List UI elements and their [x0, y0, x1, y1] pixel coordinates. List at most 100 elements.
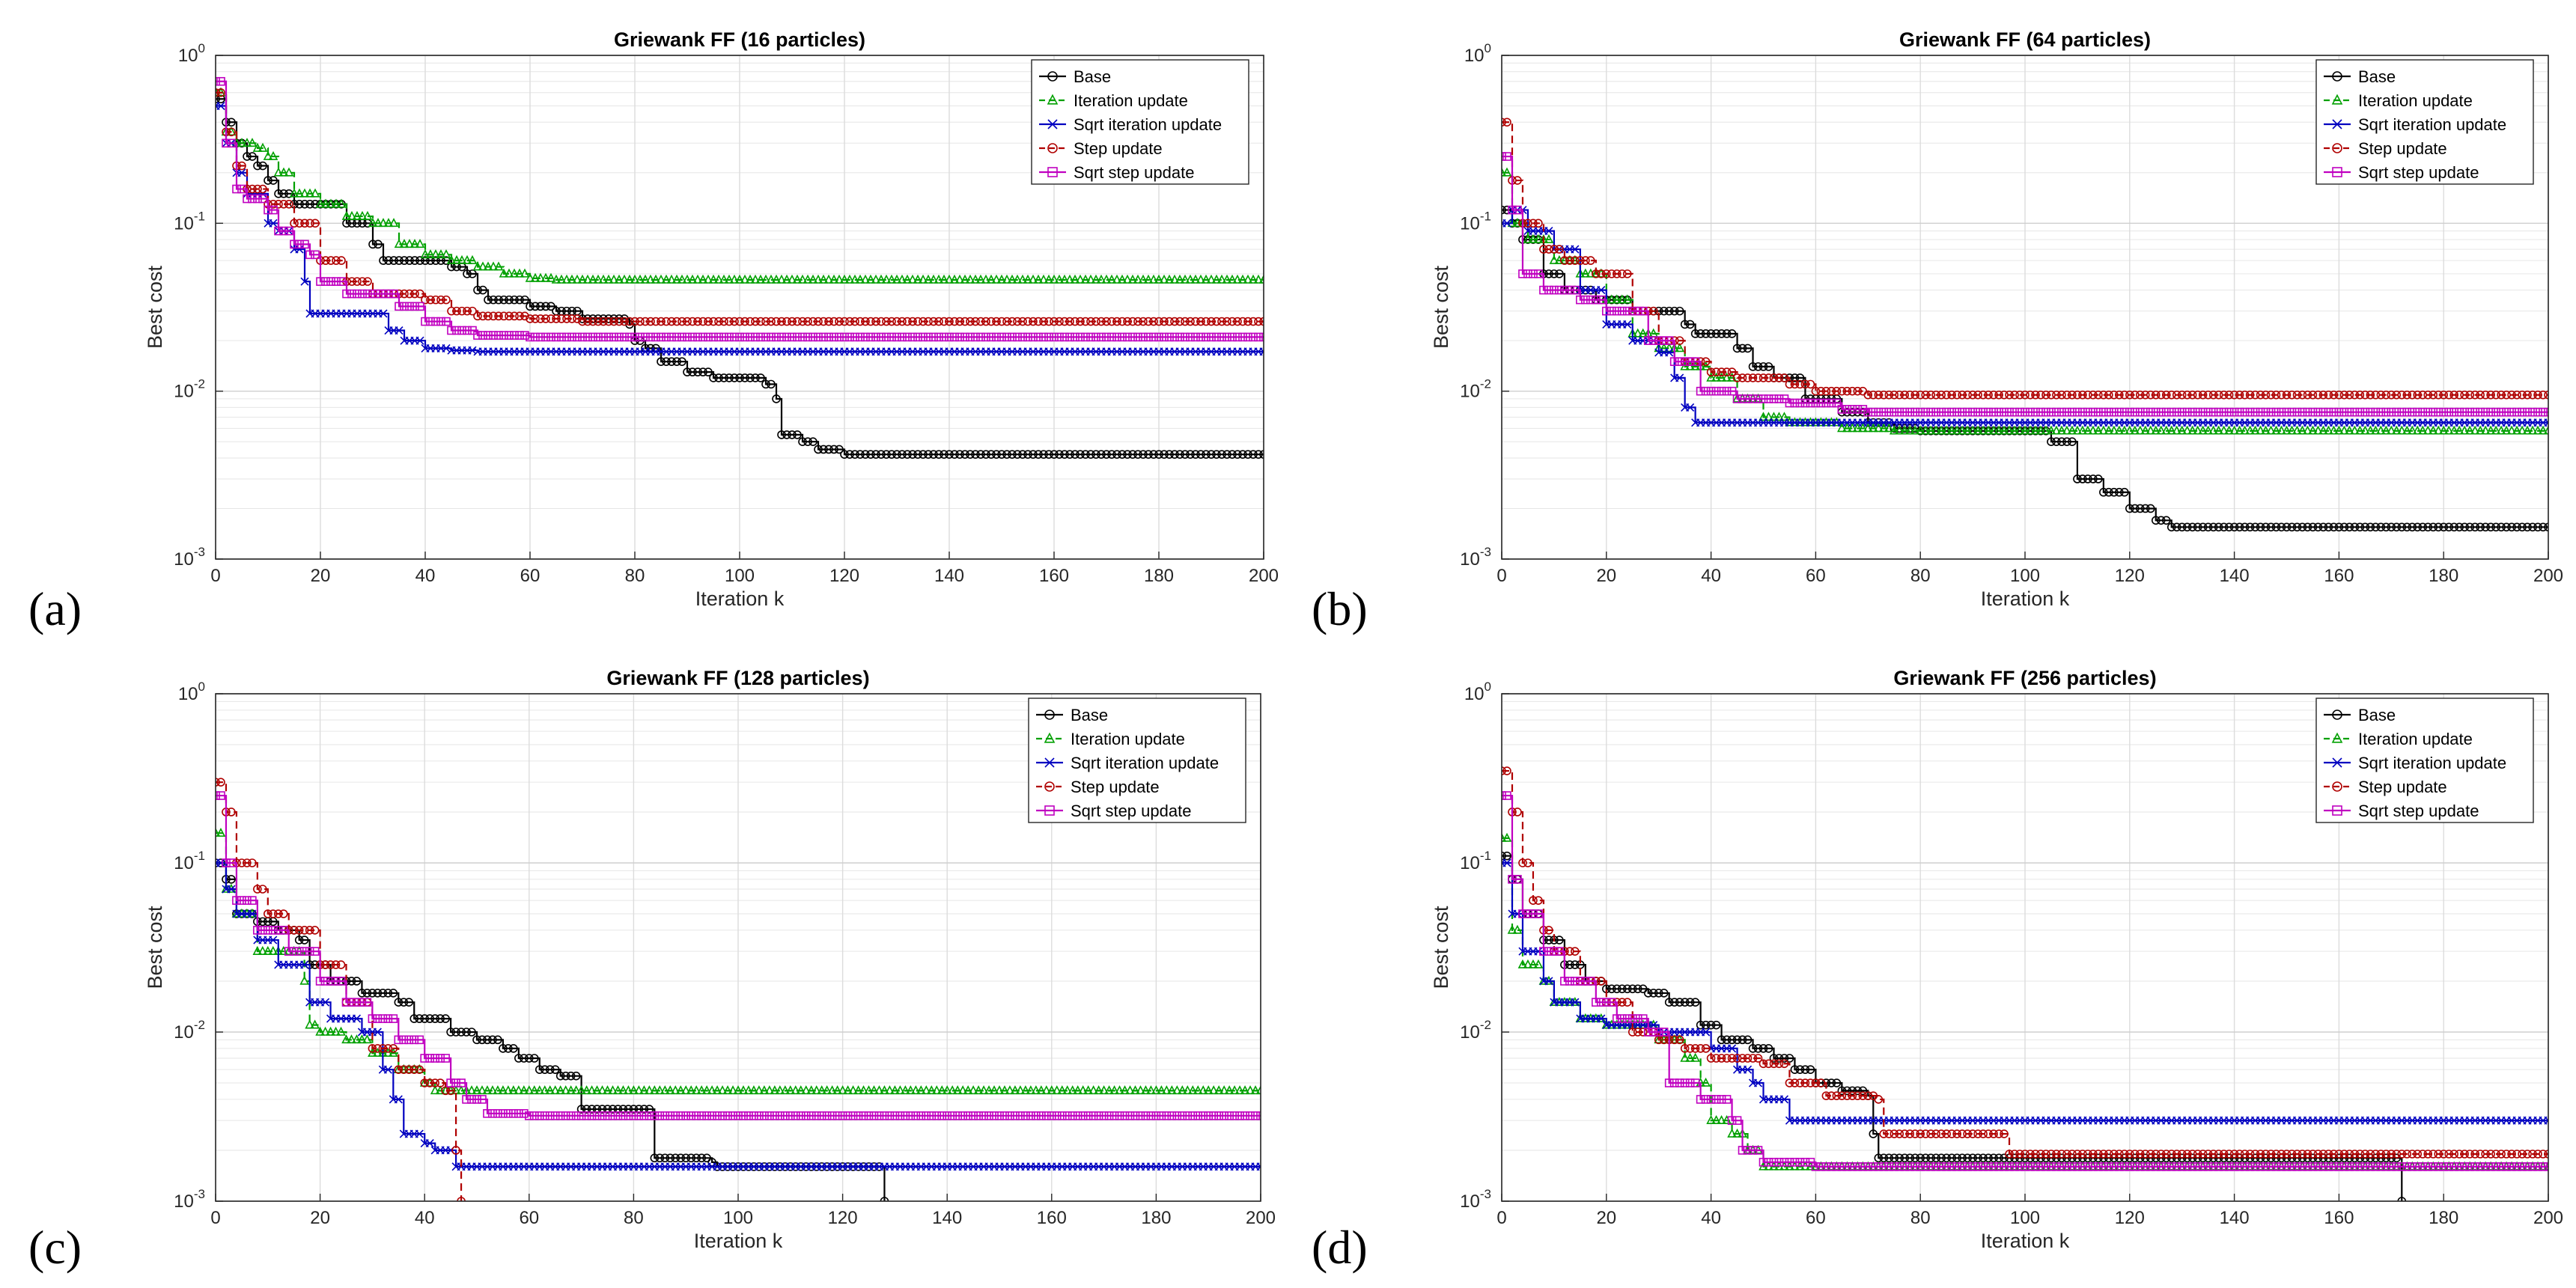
series-point [545, 1085, 555, 1095]
series-point [1685, 357, 1695, 366]
series-point [2429, 522, 2438, 532]
series-point [2366, 1150, 2375, 1159]
series-point [2439, 1162, 2448, 1171]
series-point [1743, 373, 1753, 382]
series-point [1169, 274, 1180, 284]
series-point [404, 239, 415, 248]
series-point [2518, 522, 2527, 532]
series-point [1905, 1162, 1915, 1171]
series-point [1690, 361, 1700, 370]
series-point [1533, 234, 1544, 243]
series-point [2397, 1197, 2407, 1201]
series-point [1895, 407, 1904, 417]
series-point [447, 326, 456, 335]
axes-box [215, 55, 1264, 560]
series-point [2434, 1162, 2443, 1171]
series-point [666, 274, 677, 284]
series-point [897, 274, 907, 284]
series-point [1029, 332, 1038, 342]
series-point [1795, 398, 1805, 408]
series-point [1816, 1078, 1826, 1087]
series-point [1581, 977, 1590, 986]
legend-entry-label: Sqrt step update [1071, 802, 1191, 820]
series-point [1800, 398, 1810, 408]
series-point [1848, 1162, 1857, 1171]
legend-entry-label: Sqrt iteration update [2358, 115, 2506, 134]
series-point [698, 367, 707, 376]
series-point [1228, 332, 1237, 342]
series-point [467, 1028, 476, 1037]
series-point [1837, 1162, 1847, 1171]
series-point [1664, 1078, 1674, 1087]
series-point [955, 317, 964, 326]
series-point [2224, 522, 2234, 532]
series-point [1052, 1111, 1062, 1120]
series-point [274, 199, 283, 209]
series-point [347, 289, 356, 299]
series-point [253, 194, 262, 204]
series-point [1162, 1111, 1172, 1120]
series-point [1680, 998, 1690, 1007]
series-point [1690, 1078, 1700, 1087]
series-point [2078, 390, 2087, 400]
series-point [990, 1111, 999, 1120]
series-point [686, 1111, 695, 1120]
series-point [237, 896, 246, 905]
series-point [555, 1111, 565, 1120]
series-point [389, 289, 398, 299]
series-point [1258, 274, 1264, 284]
series-point [2151, 1150, 2161, 1159]
series-point [1790, 1065, 1800, 1074]
series-point [707, 1111, 716, 1120]
series-point [1238, 332, 1247, 342]
series-point [609, 317, 618, 326]
series-point [934, 274, 944, 284]
series-point [651, 332, 660, 342]
series-point [2332, 167, 2342, 177]
series-point [1044, 332, 1053, 342]
series-point [2052, 437, 2061, 446]
series-point [1167, 1111, 1177, 1120]
series-point [510, 331, 519, 340]
series-point [1502, 117, 1506, 127]
series-point [2518, 1150, 2527, 1159]
series-point [1659, 306, 1669, 316]
series-point [2308, 522, 2318, 532]
series-point [939, 274, 949, 284]
x-tick-label: 140 [2220, 566, 2250, 586]
series-point [2104, 425, 2114, 435]
series-point [258, 161, 267, 171]
series-point [1842, 1162, 1852, 1171]
series-point [1622, 984, 1632, 994]
series-point [608, 1105, 618, 1114]
series-point [1816, 398, 1826, 408]
series-point [1029, 450, 1038, 459]
series-point [216, 791, 220, 800]
series-point [1884, 1162, 1894, 1171]
series-point [331, 1026, 341, 1036]
series-point [1187, 1085, 1198, 1095]
series-point [216, 88, 220, 97]
series-point [761, 379, 770, 389]
series-point [1050, 332, 1059, 342]
series-point [864, 1085, 874, 1095]
series-point [248, 858, 257, 867]
series-point [1091, 450, 1100, 459]
series-point [1675, 373, 1684, 382]
series-point [2512, 425, 2522, 435]
series-point [504, 1044, 513, 1053]
series-point [1224, 1085, 1234, 1095]
series-point [499, 311, 508, 321]
series-point [1722, 1054, 1732, 1063]
series-point [635, 274, 645, 284]
series-point [2371, 522, 2381, 532]
series-point [1837, 1086, 1847, 1096]
series-point [592, 1105, 602, 1114]
series-point [767, 317, 776, 326]
series-point [2277, 390, 2286, 400]
series-point [2198, 1162, 2208, 1171]
series-point [258, 917, 267, 927]
series-point [2214, 1162, 2223, 1171]
series-point [2187, 1162, 2197, 1171]
series-point [743, 1085, 754, 1095]
